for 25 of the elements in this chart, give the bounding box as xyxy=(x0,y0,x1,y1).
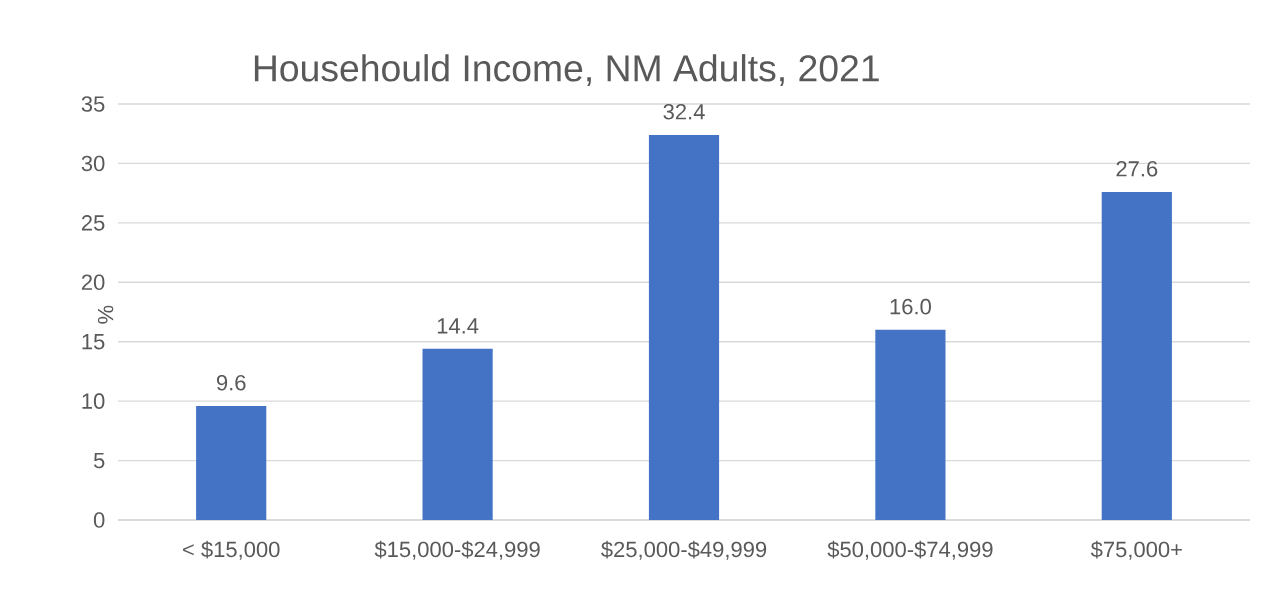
data-label: 16.0 xyxy=(890,298,931,315)
x-tick-label: $25,000-$49,999 xyxy=(601,540,767,560)
y-tick-label: 15 xyxy=(82,334,105,350)
bar xyxy=(648,134,720,520)
data-label: 14.4 xyxy=(437,318,479,334)
y-tick-label: 25 xyxy=(81,215,105,231)
data-label: 32.4 xyxy=(663,103,705,120)
y-tick-label: 0 xyxy=(93,512,105,528)
x-tick-label: < $15,000 xyxy=(183,540,280,560)
y-tick-label: 5 xyxy=(93,452,105,469)
y-axis-title: % xyxy=(97,305,114,324)
data-label: 27.6 xyxy=(1116,160,1158,177)
y-tick-label: 10 xyxy=(82,393,105,409)
x-tick-label: $50,000-$74,999 xyxy=(827,540,993,560)
y-tick-label: 30 xyxy=(81,155,105,172)
bar xyxy=(1101,191,1172,520)
bar xyxy=(196,405,267,520)
y-tick-label: 35 xyxy=(81,96,105,112)
x-tick-label: $15,000-$24,999 xyxy=(374,540,540,560)
bar xyxy=(875,329,946,520)
bar xyxy=(422,348,493,520)
x-tick-label: $75,000+ xyxy=(1090,540,1182,560)
data-label: 9.6 xyxy=(216,374,246,391)
chart-title: Househould Income, NM Adults, 2021 xyxy=(254,54,879,86)
y-tick-label: 20 xyxy=(81,274,105,291)
